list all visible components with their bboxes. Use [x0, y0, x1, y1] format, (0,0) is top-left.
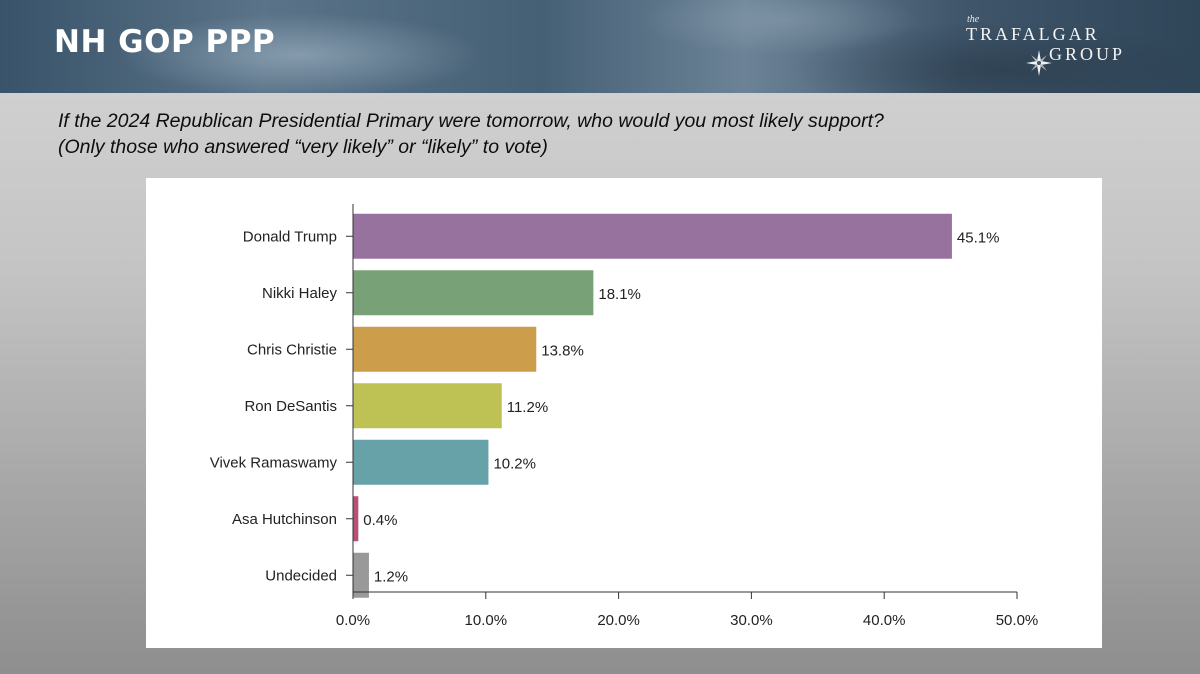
value-label-1: 18.1%: [598, 286, 641, 303]
bar-5: [353, 496, 359, 542]
category-label-1: Nikki Haley: [262, 285, 338, 302]
trafalgar-group-logo: the TRAFALGAR GROUP: [966, 14, 1146, 82]
question-line-2: (Only those who answered “very likely” o…: [58, 136, 548, 158]
logo-the-text: the: [967, 14, 980, 25]
value-label-0: 45.1%: [957, 229, 1000, 246]
bar-2: [353, 326, 537, 372]
logo-line1-text: TRAFALGAR: [966, 24, 1100, 44]
question-line-1: If the 2024 Republican Presidential Prim…: [58, 110, 884, 132]
compass-star-icon: [1026, 50, 1052, 76]
category-label-0: Donald Trump: [243, 228, 337, 245]
x-tick-label-3: 30.0%: [730, 612, 773, 629]
value-label-4: 10.2%: [493, 455, 536, 472]
value-label-5: 0.4%: [363, 512, 397, 529]
category-label-3: Ron DeSantis: [244, 398, 337, 415]
bar-1: [353, 270, 594, 316]
x-tick-label-4: 40.0%: [863, 612, 906, 629]
value-label-2: 13.8%: [541, 342, 584, 359]
x-tick-label-1: 10.0%: [465, 612, 508, 629]
bar-chart: Donald Trump 45.1% Nikki Haley 18.1% Chris C…: [210, 204, 1039, 629]
category-label-2: Chris Christie: [247, 341, 337, 358]
bar-3: [353, 383, 502, 429]
bar-6: [353, 552, 369, 598]
category-label-6: Undecided: [265, 567, 337, 584]
survey-question: If the 2024 Republican Presidential Prim…: [58, 108, 1158, 160]
chart-panel: Donald Trump 45.1% Nikki Haley 18.1% Chris C…: [146, 178, 1102, 648]
bar-4: [353, 439, 489, 485]
x-tick-label-0: 0.0%: [336, 612, 370, 629]
x-tick-label-5: 50.0%: [996, 612, 1039, 629]
x-tick-label-2: 20.0%: [597, 612, 640, 629]
page-title: NH GOP PPP: [54, 24, 276, 60]
value-label-3: 11.2%: [507, 399, 548, 416]
value-label-6: 1.2%: [374, 568, 408, 585]
header-banner: NH GOP PPP the TRAFALGAR GROUP: [0, 0, 1200, 93]
category-label-4: Vivek Ramaswamy: [210, 454, 338, 471]
bar-0: [353, 213, 952, 259]
logo-line2-text: GROUP: [1049, 44, 1126, 64]
category-label-5: Asa Hutchinson: [232, 511, 337, 528]
